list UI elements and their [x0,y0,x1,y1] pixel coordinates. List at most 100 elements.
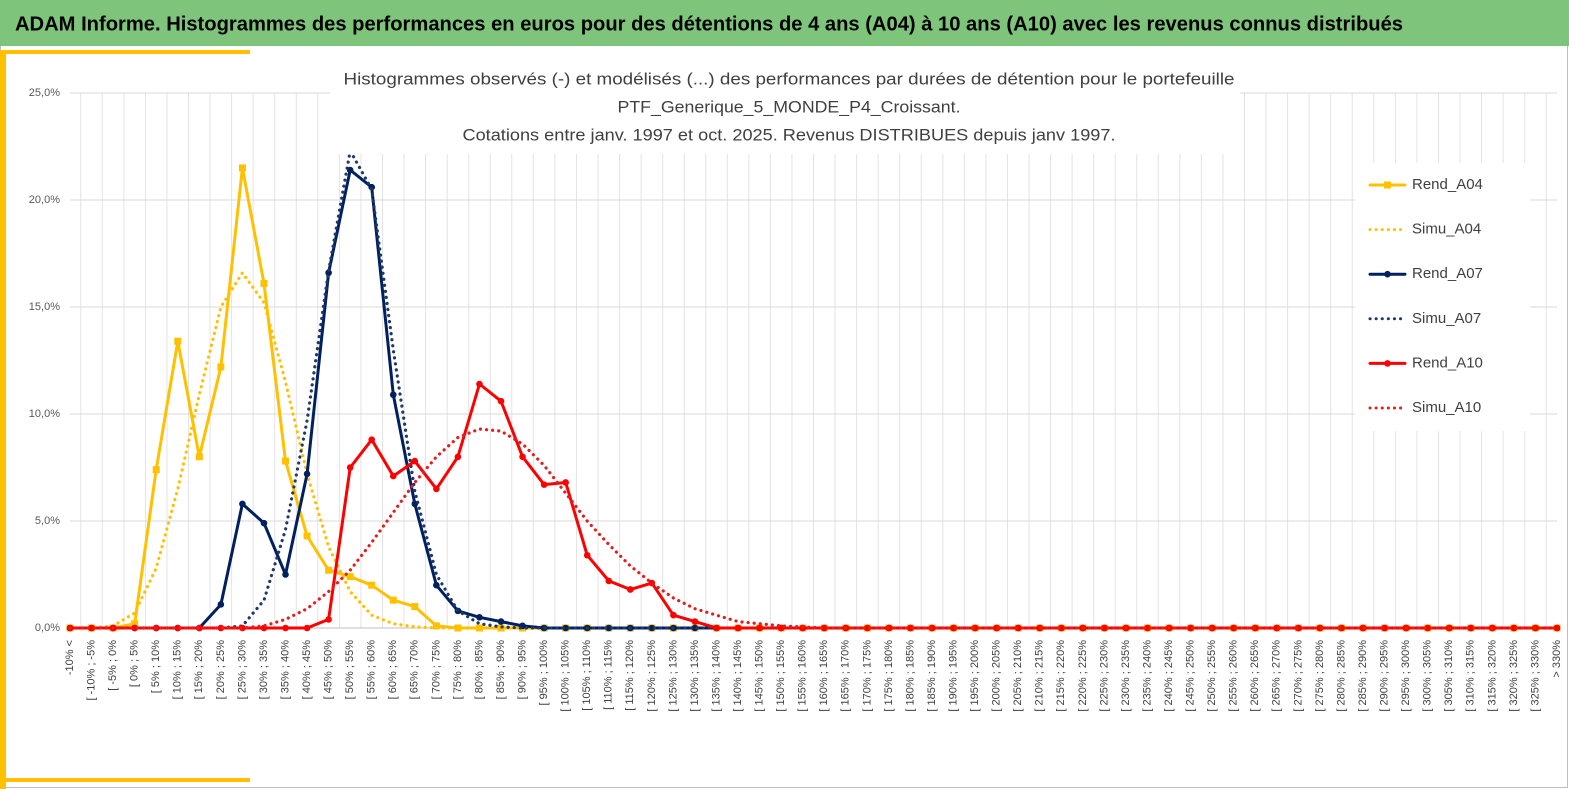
x-tick-label: [ 325% ; 330% [1529,640,1541,712]
marker [648,624,656,632]
x-tick-label: [ 80% ; 85% [473,640,485,700]
x-tick-label: [ 30% ; 35% [258,640,270,700]
x-tick-label: [ 75% ; 80% [452,640,464,700]
marker [174,337,182,345]
marker [1553,624,1561,632]
marker [670,611,677,619]
marker [605,577,613,585]
x-tick-label: [ 135% ; 140% [710,640,722,712]
legend-label: Simu_A10 [1412,399,1481,416]
x-tick-label: [ 230% ; 235% [1120,640,1132,712]
legend-marker [1384,181,1391,189]
x-tick-label: [ 270% ; 275% [1292,640,1304,712]
marker [389,596,397,604]
marker [325,269,332,277]
marker [605,624,613,632]
legend-marker [1384,270,1391,278]
x-tick-label: [ 160% ; 165% [818,640,830,712]
marker [562,479,569,486]
x-tick-label: [ 140% ; 145% [732,640,744,712]
marker [583,551,591,559]
x-tick-label: [ 85% ; 90% [495,640,507,700]
marker [1338,624,1345,632]
marker [303,532,311,540]
x-tick-label: [ 215% ; 220% [1055,640,1067,712]
marker [691,618,699,625]
x-tick-label: [ 50% ; 55% [344,640,356,700]
marker [217,624,225,632]
x-tick-label: [ 0% ; 5% [129,640,141,687]
marker [282,457,290,465]
y-tick-label: 15,0% [29,301,60,313]
marker [734,624,742,632]
marker [1101,624,1108,632]
marker [864,624,871,632]
legend-label: Simu_A07 [1412,310,1481,327]
x-tick-label: [ 155% ; 160% [797,640,809,712]
x-tick-label: [ 250% ; 255% [1206,640,1218,712]
x-tick-label: [ 70% ; 75% [430,640,442,700]
marker [497,618,505,625]
x-tick-label: [ -5% ; 0% [107,640,119,691]
x-tick-label: [ 165% ; 170% [840,640,852,712]
x-tick-label: -10% < [64,640,76,675]
marker [1014,624,1022,632]
marker [260,279,268,287]
marker [282,571,289,578]
marker [131,624,138,632]
marker [1273,624,1281,632]
x-tick-label: [ 100% ; 105% [560,640,572,712]
chart-title: Histogrammes observés (-) et modélisés (… [344,69,1235,88]
plot: 0,0% 5,0% 10,0% 15,0% 20,0% 25,0% -10% < [ -10%… [29,87,1563,712]
x-tick-label: [ 145% ; 150% [754,640,766,712]
chart-title: PTF_Generique_5_MONDE_P4_Croissant. [618,97,961,116]
x-tick-label: [ 285% ; 290% [1357,640,1369,712]
marker [346,573,354,581]
marker [325,566,333,574]
marker [88,624,95,632]
y-tick-label: 0,0% [35,622,60,634]
x-tick-label: [ 125% ; 130% [667,640,679,712]
x-tick-label: [ 280% ; 285% [1335,640,1347,712]
marker [303,624,311,632]
marker [1058,624,1065,632]
x-tick-label: [ 310% ; 315% [1465,640,1477,712]
x-tick-label: [ -10% ; -5% [85,640,97,701]
x-tick-label: [ 175% ; 180% [883,640,895,712]
marker [389,472,397,480]
x-tick-label: [ 55% ; 60% [366,640,378,700]
x-tick-label: [ 295% ; 300% [1400,640,1412,712]
x-tick-label: [ 130% ; 135% [689,640,701,712]
x-tick-label: [ 225% ; 230% [1098,640,1110,712]
marker [454,624,462,632]
x-tick-label: [ 205% ; 210% [1012,640,1024,712]
top-accent [0,50,250,54]
x-tick-label: [ 195% ; 200% [969,640,981,712]
marker [476,380,483,388]
x-tick-label: [ 25% ; 30% [236,640,248,700]
x-tick-label: [ 5% ; 10% [150,640,162,693]
x-tick-label: [ 200% ; 205% [991,640,1003,712]
marker [131,620,139,628]
legend-marker [1384,360,1391,367]
marker [389,391,397,399]
marker [217,601,225,608]
marker [152,466,160,474]
marker [519,453,526,461]
x-tick-label: [ 260% ; 265% [1249,640,1261,712]
x-tick-label: [ 45% ; 50% [323,640,335,700]
marker [691,624,699,632]
marker [282,624,289,632]
x-tick-label: [ 180% ; 185% [904,640,916,712]
chart-title: Cotations entre janv. 1997 et oct. 2025.… [463,125,1116,144]
header-band [0,0,1569,46]
marker [907,624,914,632]
x-tick-label: [ 20% ; 25% [215,640,227,700]
x-tick-label: [ 15% ; 20% [193,640,205,700]
marker [1144,624,1151,632]
legend-label: Rend_A04 [1412,176,1483,193]
x-tick-label: [ 320% ; 325% [1508,640,1520,712]
x-tick-label: [ 290% ; 295% [1379,640,1391,712]
left-strip [0,50,6,789]
